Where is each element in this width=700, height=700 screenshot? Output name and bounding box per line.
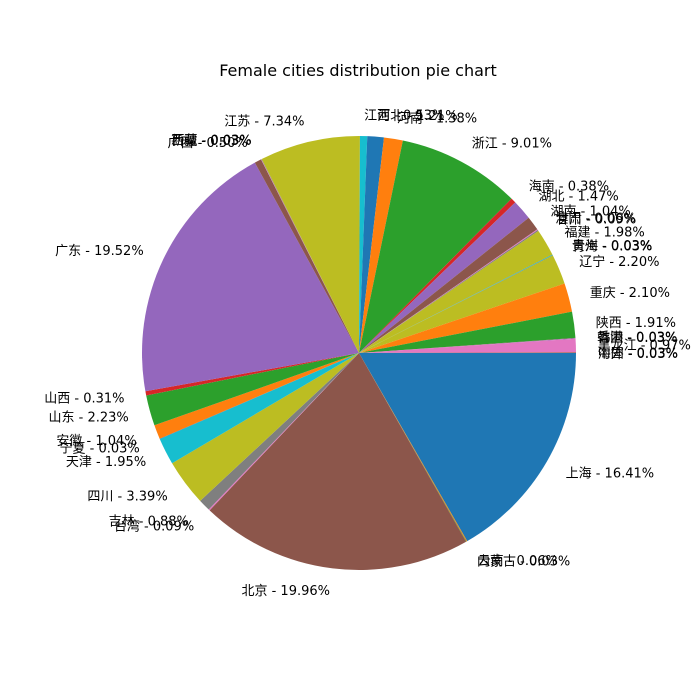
pie-label-7: 天津 - 1.95% [66,455,146,470]
pie-slice-6 [172,353,359,501]
pie-slice-11 [145,353,359,396]
pie-label-21: 海南 - 0.38% [529,178,609,194]
pie-slice-22 [359,202,529,353]
pie-slice-20 [359,140,512,353]
pie-label-36: 海外 - 0.03% [598,347,678,362]
pie-slice-16 [261,135,360,353]
pie-slice-33 [359,338,576,353]
pie-label-26: 福建 - 1.98% [565,226,645,241]
pie-label-19: 河南 - 1.38% [397,110,477,126]
pie-label-15: 西藏 - 0.03% [172,134,252,149]
pie-slice-28 [359,255,553,353]
pie-label-25: 甘肃 - 0.09% [556,212,636,227]
pie-label-3: 北京 - 19.96% [241,584,330,599]
pie-label-28: 青海 - 0.03% [572,239,652,254]
pie-label-23: 湖南 - 1.04% [551,204,631,220]
pie-label-30: 重庆 - 2.10% [590,285,670,301]
pie-slice-18 [359,136,385,353]
pie-label-29: 辽宁 - 2.20% [579,254,659,270]
pie-slice-8 [159,353,359,440]
pie-label-12: 广东 - 19.52% [55,244,144,259]
pie-slice-12 [141,162,359,392]
pie-label-0: 上海 - 16.41% [566,467,655,482]
pie-slice-30 [359,283,573,353]
chart-title: Female cities distribution pie chart [219,61,497,80]
pie-label-31: 陕西 - 1.91% [596,316,676,331]
pie-slice-0 [359,353,576,542]
pie-label-8: 宁夏 - 0.03% [60,441,140,457]
pie-slice-5 [200,353,359,510]
pie-slice-19 [359,137,403,353]
pie-slice-32 [359,337,576,353]
pie-label-4: 台湾 - 0.09% [114,519,194,535]
pie-slices [141,135,577,571]
pie-slice-9 [154,353,359,439]
pie-slice-10 [146,353,359,426]
pie-label-16: 江苏 - 7.34% [224,114,304,130]
pie-slice-25 [359,229,539,353]
pie-slice-26 [359,231,553,353]
pie-slice-34 [359,338,576,353]
pie-label-35: 中国 - 0.03% [598,346,678,361]
pie-slice-23 [359,217,538,353]
pie-label-24: 澳门 - 0.06% [555,210,635,226]
pie-slice-35 [359,352,577,353]
pie-label-20: 浙江 - 9.01% [472,137,552,152]
pie-slice-15 [261,159,359,353]
pie-slice-27 [359,254,553,353]
pie-slice-13 [254,159,359,353]
pie-label-14: 新疆 - 0.03% [171,133,251,149]
pie-slice-4 [208,353,359,511]
pie-label-18: 河北 - 1.21% [377,109,457,124]
pie-label-11: 山西 - 0.31% [44,391,124,406]
pie-label-13: 广西 - 0.50% [168,136,248,151]
pie-label-33: 韩国 - 0.03% [597,331,677,346]
pie-slice-29 [359,255,565,353]
pie-label-5: 吉林 - 0.88% [109,514,189,529]
pie-slice-2 [359,353,467,542]
pie-slice-17 [359,136,368,353]
pie-slice-24 [359,229,538,353]
pie-slice-7 [159,353,359,464]
pie-label-9: 安徽 - 1.04% [56,434,136,449]
pie-label-22: 湖北 - 1.47% [539,190,619,205]
pie-label-1: 云南 - 0.06% [478,553,558,569]
pie-slice-3 [209,353,467,571]
pie-label-32: 香港 - 0.03% [597,331,677,346]
pie-slice-1 [359,353,468,542]
pie-label-17: 江西 - 0.53% [364,108,444,123]
pie-label-2: 内蒙古 - 0.03% [477,554,570,570]
pie-label-27: 贵州 - 0.03% [572,239,652,254]
pie-label-34: 黑龙江 - 0.97% [598,339,691,354]
pie-label-6: 四川 - 3.39% [87,490,167,505]
pie-slice-14 [260,159,359,353]
pie-slice-21 [359,198,516,353]
pie-label-10: 山东 - 2.23% [49,410,129,425]
pie-slice-31 [359,311,576,353]
pie-labels: 上海 - 16.41% 云南 - 0.06%内蒙古 - 0.03% 北京 - 19.… [44,108,691,599]
